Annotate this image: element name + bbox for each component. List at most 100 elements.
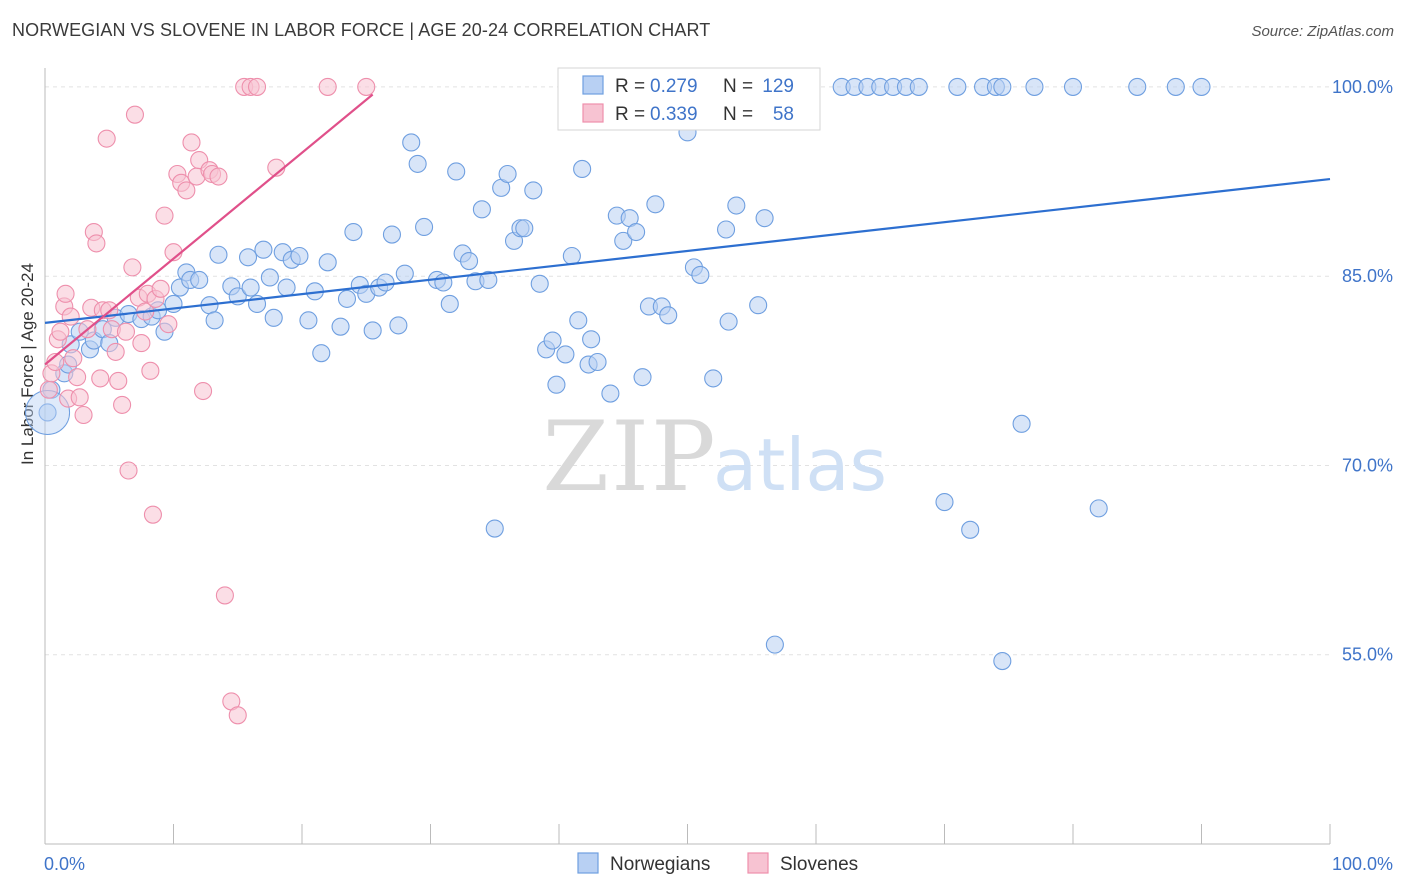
- gridlines: [45, 86, 1330, 656]
- slovene-point: [194, 381, 213, 401]
- norwegian-point: [498, 164, 517, 184]
- norwegian-point: [614, 231, 633, 250]
- norwegian-point: [376, 273, 395, 292]
- norwegian-point: [254, 240, 273, 259]
- norwegian-point: [1166, 77, 1185, 96]
- norwegian-point: [659, 306, 678, 325]
- slovene-swatch: [582, 103, 604, 123]
- norwegian-point: [472, 200, 491, 219]
- slovene-trend-line: [44, 93, 374, 366]
- slovene-point: [39, 380, 58, 399]
- norwegian-point: [1063, 77, 1083, 96]
- norwegian-point: [727, 196, 746, 215]
- r-label: R =: [615, 104, 645, 125]
- slovene-point: [132, 334, 151, 353]
- norwegian-point: [1025, 77, 1044, 96]
- slovene-point: [159, 315, 178, 334]
- slovene-point: [109, 371, 128, 390]
- norwegian-point: [318, 253, 337, 272]
- norwegian-point: [344, 222, 363, 242]
- norwegian-point: [569, 311, 588, 330]
- norwegian-point: [38, 403, 57, 422]
- axes: [44, 68, 1331, 845]
- norwegian-point: [363, 321, 382, 340]
- norwegian-point: [260, 268, 279, 287]
- norwegian-point: [209, 245, 228, 264]
- slovene-point: [141, 361, 160, 380]
- norwegian-point: [395, 264, 414, 283]
- norwegians-legend-swatch: [577, 852, 599, 874]
- norwegian-point: [299, 311, 318, 330]
- slovene-point: [228, 706, 247, 725]
- slovene-point: [51, 322, 70, 341]
- norwegian-point: [719, 312, 738, 331]
- slovene-points: [39, 77, 376, 725]
- norwegian-point: [543, 331, 562, 350]
- norwegian-point: [238, 248, 258, 267]
- slovene-point: [215, 586, 234, 605]
- slovene-point: [151, 279, 170, 298]
- norwegian-point: [633, 368, 652, 387]
- chart-title: NORWEGIAN VS SLOVENE IN LABOR FORCE | AG…: [12, 20, 711, 40]
- norwegian-point: [948, 77, 967, 96]
- norwegian-point: [935, 493, 954, 512]
- slovene-point: [116, 322, 136, 341]
- norwegian-point: [1012, 414, 1031, 433]
- slovene-point: [143, 505, 162, 524]
- slovenes-legend-label: Slovenes: [780, 854, 858, 875]
- slovene-point: [68, 368, 87, 387]
- norwegian-point: [909, 77, 928, 96]
- norwegian-point: [749, 296, 768, 315]
- slovene-point: [247, 77, 267, 96]
- norwegian-point: [190, 270, 209, 290]
- slovene-point: [318, 77, 337, 96]
- norwegian-point: [459, 252, 479, 271]
- norwegian-points: [25, 77, 1211, 671]
- norwegian-point: [1128, 77, 1147, 96]
- n-value: 58: [773, 104, 794, 125]
- norwegian-point: [716, 220, 736, 239]
- norwegian-point: [485, 519, 504, 538]
- norwegian-point: [408, 154, 427, 173]
- slovene-point: [357, 77, 376, 96]
- norwegian-point: [993, 77, 1012, 96]
- norwegian-point: [530, 274, 549, 293]
- slovene-point: [209, 167, 228, 186]
- norwegian-point: [389, 316, 408, 335]
- slovene-point: [106, 342, 125, 361]
- norwegian-point: [582, 330, 601, 349]
- slovene-point: [70, 388, 89, 407]
- norwegian-point: [547, 375, 566, 394]
- norwegian-point: [646, 195, 665, 214]
- r-value: 0.279: [650, 76, 698, 97]
- norwegian-point: [312, 344, 331, 363]
- slovenes-legend-swatch: [747, 852, 769, 874]
- norwegian-point: [1192, 77, 1211, 96]
- norwegian-point: [1089, 499, 1108, 518]
- n-label: N =: [723, 104, 753, 125]
- norwegian-point: [331, 317, 350, 336]
- norwegian-point: [402, 133, 421, 152]
- trend-lines: [44, 93, 1331, 366]
- n-value: 129: [762, 76, 794, 97]
- y-tick-label: 70.0%: [1342, 455, 1393, 475]
- slovene-point: [74, 405, 93, 425]
- norwegian-point: [961, 520, 980, 539]
- slovene-point: [182, 133, 201, 152]
- norwegian-point: [588, 352, 607, 372]
- norwegian-point: [627, 222, 646, 242]
- slovene-point: [155, 206, 174, 225]
- norwegian-point: [290, 246, 309, 266]
- r-value: 0.339: [650, 104, 698, 125]
- norwegian-point: [765, 635, 784, 654]
- norwegian-point: [515, 219, 534, 238]
- norwegian-point: [573, 159, 592, 178]
- norwegian-point: [601, 384, 620, 403]
- series-legend: Norwegians Slovenes: [577, 852, 858, 875]
- slovene-point: [91, 369, 110, 388]
- slovene-point: [113, 395, 132, 414]
- norwegian-point: [241, 278, 260, 297]
- x-tick-label: 100.0%: [1332, 854, 1393, 874]
- norwegian-point: [755, 209, 774, 228]
